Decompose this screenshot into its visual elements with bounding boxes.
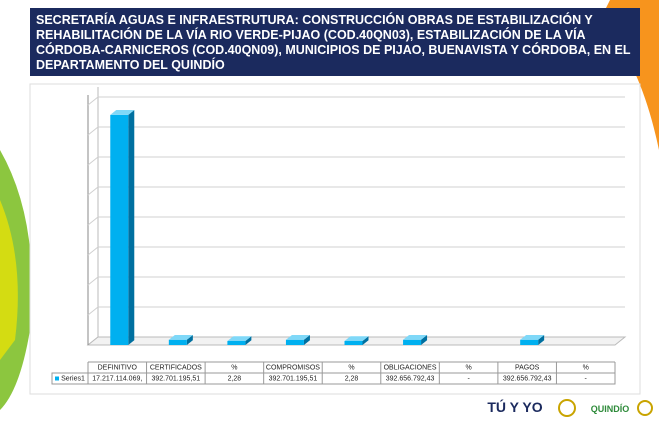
value-label: -	[585, 375, 588, 382]
x-tick-label: OBLIGACIONES	[384, 364, 437, 371]
grid-line	[87, 96, 625, 106]
title-line: DEPARTAMENTO DEL QUINDÍO	[36, 57, 225, 72]
grid-line	[87, 186, 625, 196]
bar-side	[128, 110, 135, 345]
bar	[168, 334, 193, 345]
logo-seal	[558, 399, 576, 417]
title-line: CÓRDOBA-CARNICEROS (COD.40QN09), MUNICIP…	[36, 42, 631, 57]
bar-front	[403, 339, 422, 345]
bar-side	[186, 334, 193, 345]
bar-side	[245, 336, 252, 345]
grid-line	[87, 276, 625, 286]
value-label: 2,28	[345, 375, 359, 382]
title-line: SECRETARÍA AGUAS E INFRAESTRUTURA: CONST…	[36, 12, 593, 27]
title-line: REHABILITACIÓN DE LA VÍA RIO VERDE-PIJAO…	[36, 27, 586, 42]
bar	[344, 336, 369, 345]
x-tick-label: DEFINITIVO	[98, 364, 138, 371]
grid-line	[87, 246, 625, 256]
value-label: 2,28	[228, 375, 242, 382]
bar-side	[421, 334, 428, 345]
bar-top	[168, 334, 193, 340]
value-label: 17.217.114.069,	[92, 375, 142, 382]
grid-line	[87, 216, 625, 226]
bar	[285, 334, 310, 345]
legend-label: Series1	[61, 375, 85, 382]
bar-front	[344, 341, 363, 345]
value-label: 392.701.195,51	[151, 375, 200, 382]
x-tick-label: PAGOS	[515, 364, 540, 371]
yellow-decor	[0, 200, 18, 360]
bar-front	[110, 114, 129, 345]
value-label: 392.656.792,43	[386, 375, 435, 382]
grid-line	[87, 156, 625, 166]
title-box	[30, 8, 640, 76]
bar-top	[403, 334, 428, 340]
value-label: 392.656.792,43	[503, 375, 552, 382]
bar-side	[538, 334, 545, 345]
logo-text: TÚ Y YO	[487, 398, 542, 415]
orange-decor	[600, 0, 659, 150]
bar-front	[168, 339, 187, 345]
bar	[403, 334, 428, 345]
bar-top	[227, 336, 252, 341]
bar-top	[520, 334, 545, 340]
logo-seal	[637, 400, 653, 416]
x-tick-label: %	[583, 364, 589, 371]
bar	[110, 110, 135, 345]
legend-swatch	[55, 376, 59, 381]
x-tick-label: COMPROMISOS	[266, 364, 320, 371]
bar-front	[520, 339, 539, 345]
x-tick-label: %	[465, 364, 471, 371]
grid-line	[87, 126, 625, 136]
bar-front	[285, 339, 304, 345]
bar-top	[344, 336, 369, 341]
x-tick-label: CERTIFICADOS	[150, 364, 202, 371]
logo-text: QUINDÍO	[591, 404, 630, 414]
plot: Series1 DEFINITIVO 17.217.114.069, CERTIFIC…	[51, 87, 627, 385]
x-tick-label: %	[231, 364, 237, 371]
bar-front	[227, 341, 246, 345]
value-label: 392.701.195,51	[269, 375, 318, 382]
value-label: -	[467, 375, 470, 382]
bar-side	[303, 334, 310, 345]
bar	[520, 334, 545, 345]
grid-line	[87, 306, 625, 316]
bar-top	[285, 334, 310, 340]
x-tick-label: %	[348, 364, 354, 371]
bar-top	[110, 110, 135, 115]
bar	[227, 336, 252, 345]
bar-side	[362, 336, 369, 345]
